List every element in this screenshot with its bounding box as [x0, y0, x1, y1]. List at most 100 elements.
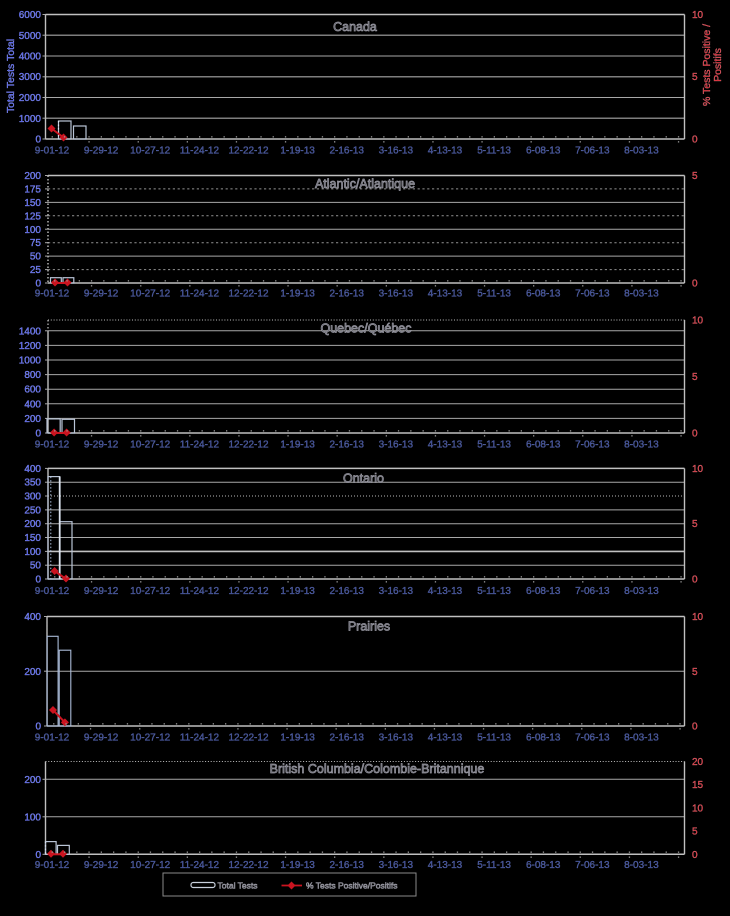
svg-text:11-24-12: 11-24-12: [180, 440, 220, 451]
svg-text:0: 0: [692, 135, 698, 146]
svg-text:9-29-12: 9-29-12: [84, 440, 119, 451]
svg-text:1-19-13: 1-19-13: [280, 586, 315, 597]
svg-text:0: 0: [692, 722, 698, 733]
svg-text:11-24-12: 11-24-12: [180, 733, 220, 744]
svg-text:0: 0: [692, 279, 698, 290]
svg-text:9-29-12: 9-29-12: [84, 146, 119, 157]
svg-text:7-06-13: 7-06-13: [575, 586, 610, 597]
svg-text:1400: 1400: [19, 326, 42, 337]
svg-text:10: 10: [692, 10, 704, 21]
svg-text:% Tests Positive /: % Tests Positive /: [701, 24, 713, 106]
svg-text:Atlantic/Atlantique: Atlantic/Atlantique: [315, 177, 415, 191]
svg-text:0: 0: [692, 429, 698, 440]
svg-text:10-27-12: 10-27-12: [130, 586, 170, 597]
svg-text:12-22-12: 12-22-12: [228, 289, 268, 300]
svg-text:5: 5: [692, 519, 698, 530]
svg-text:11-24-12: 11-24-12: [180, 289, 220, 300]
svg-text:0: 0: [35, 429, 41, 440]
svg-text:8-03-13: 8-03-13: [624, 586, 659, 597]
svg-text:9-01-12: 9-01-12: [35, 146, 70, 157]
svg-text:200: 200: [24, 667, 41, 678]
svg-text:9-01-12: 9-01-12: [35, 860, 70, 871]
svg-text:12-22-12: 12-22-12: [228, 586, 268, 597]
svg-text:0: 0: [35, 575, 41, 586]
svg-text:5-11-13: 5-11-13: [477, 440, 511, 451]
svg-text:9-29-12: 9-29-12: [84, 586, 119, 597]
svg-text:Total Tests: Total Tests: [218, 881, 258, 891]
svg-text:8-03-13: 8-03-13: [624, 146, 659, 157]
svg-text:200: 200: [24, 775, 41, 786]
svg-text:3-16-13: 3-16-13: [379, 860, 414, 871]
svg-text:1-19-13: 1-19-13: [280, 146, 315, 157]
svg-text:6000: 6000: [19, 10, 42, 21]
svg-text:100: 100: [24, 225, 41, 236]
svg-text:10-27-12: 10-27-12: [130, 860, 170, 871]
svg-text:175: 175: [24, 184, 41, 195]
svg-text:9-29-12: 9-29-12: [84, 733, 119, 744]
svg-text:1-19-13: 1-19-13: [280, 860, 315, 871]
svg-text:2-16-13: 2-16-13: [329, 860, 364, 871]
svg-text:6-08-13: 6-08-13: [526, 733, 561, 744]
svg-text:150: 150: [24, 198, 41, 209]
svg-text:9-01-12: 9-01-12: [35, 733, 70, 744]
svg-text:10-27-12: 10-27-12: [130, 289, 170, 300]
svg-text:4-13-13: 4-13-13: [428, 289, 463, 300]
svg-text:50: 50: [30, 252, 42, 263]
svg-text:1-19-13: 1-19-13: [280, 733, 315, 744]
svg-text:12-22-12: 12-22-12: [228, 146, 268, 157]
svg-text:10-27-12: 10-27-12: [130, 146, 170, 157]
svg-text:Total Tests Total: Total Tests Total: [5, 39, 17, 113]
svg-text:400: 400: [24, 399, 41, 410]
svg-text:4-13-13: 4-13-13: [428, 146, 463, 157]
svg-text:4000: 4000: [19, 52, 42, 63]
svg-text:200: 200: [24, 171, 41, 182]
svg-text:10: 10: [692, 612, 704, 623]
svg-text:8-03-13: 8-03-13: [624, 860, 659, 871]
svg-text:5-11-13: 5-11-13: [477, 860, 511, 871]
svg-text:% Tests Positive/Positifs: % Tests Positive/Positifs: [306, 881, 398, 891]
svg-text:9-29-12: 9-29-12: [84, 289, 119, 300]
svg-text:4-13-13: 4-13-13: [428, 586, 463, 597]
svg-text:11-24-12: 11-24-12: [180, 146, 220, 157]
svg-text:10-27-12: 10-27-12: [130, 733, 170, 744]
svg-text:3-16-13: 3-16-13: [379, 289, 414, 300]
svg-text:15: 15: [692, 780, 704, 791]
svg-text:150: 150: [24, 533, 41, 544]
svg-text:10: 10: [692, 316, 704, 327]
svg-text:0: 0: [692, 850, 698, 861]
svg-text:5: 5: [692, 72, 698, 83]
svg-text:6-08-13: 6-08-13: [526, 586, 561, 597]
svg-text:1200: 1200: [19, 341, 42, 352]
svg-text:8-03-13: 8-03-13: [624, 289, 659, 300]
svg-text:400: 400: [24, 612, 41, 623]
svg-text:5-11-13: 5-11-13: [477, 733, 511, 744]
svg-text:2-16-13: 2-16-13: [329, 586, 364, 597]
svg-text:10: 10: [692, 803, 704, 814]
svg-text:7-06-13: 7-06-13: [575, 860, 610, 871]
svg-text:11-24-12: 11-24-12: [180, 860, 220, 871]
svg-text:5: 5: [692, 667, 698, 678]
svg-text:6-08-13: 6-08-13: [526, 289, 561, 300]
svg-text:0: 0: [35, 135, 41, 146]
svg-text:7-06-13: 7-06-13: [575, 733, 610, 744]
svg-text:3-16-13: 3-16-13: [379, 146, 414, 157]
svg-text:250: 250: [24, 505, 41, 516]
svg-text:350: 350: [24, 478, 41, 489]
svg-text:Prairies: Prairies: [348, 620, 390, 634]
svg-text:2-16-13: 2-16-13: [329, 289, 364, 300]
svg-text:7-06-13: 7-06-13: [575, 440, 610, 451]
svg-text:12-22-12: 12-22-12: [228, 733, 268, 744]
svg-text:50: 50: [30, 561, 42, 572]
svg-text:10: 10: [692, 464, 704, 475]
svg-text:7-06-13: 7-06-13: [575, 146, 610, 157]
svg-text:0: 0: [35, 279, 41, 290]
svg-text:300: 300: [24, 492, 41, 503]
svg-text:20: 20: [692, 757, 704, 768]
svg-text:2-16-13: 2-16-13: [329, 440, 364, 451]
svg-text:5: 5: [692, 372, 698, 383]
svg-text:6-08-13: 6-08-13: [526, 440, 561, 451]
svg-text:4-13-13: 4-13-13: [428, 440, 463, 451]
svg-text:1000: 1000: [19, 356, 42, 367]
svg-text:3-16-13: 3-16-13: [379, 440, 414, 451]
svg-text:2-16-13: 2-16-13: [329, 146, 364, 157]
